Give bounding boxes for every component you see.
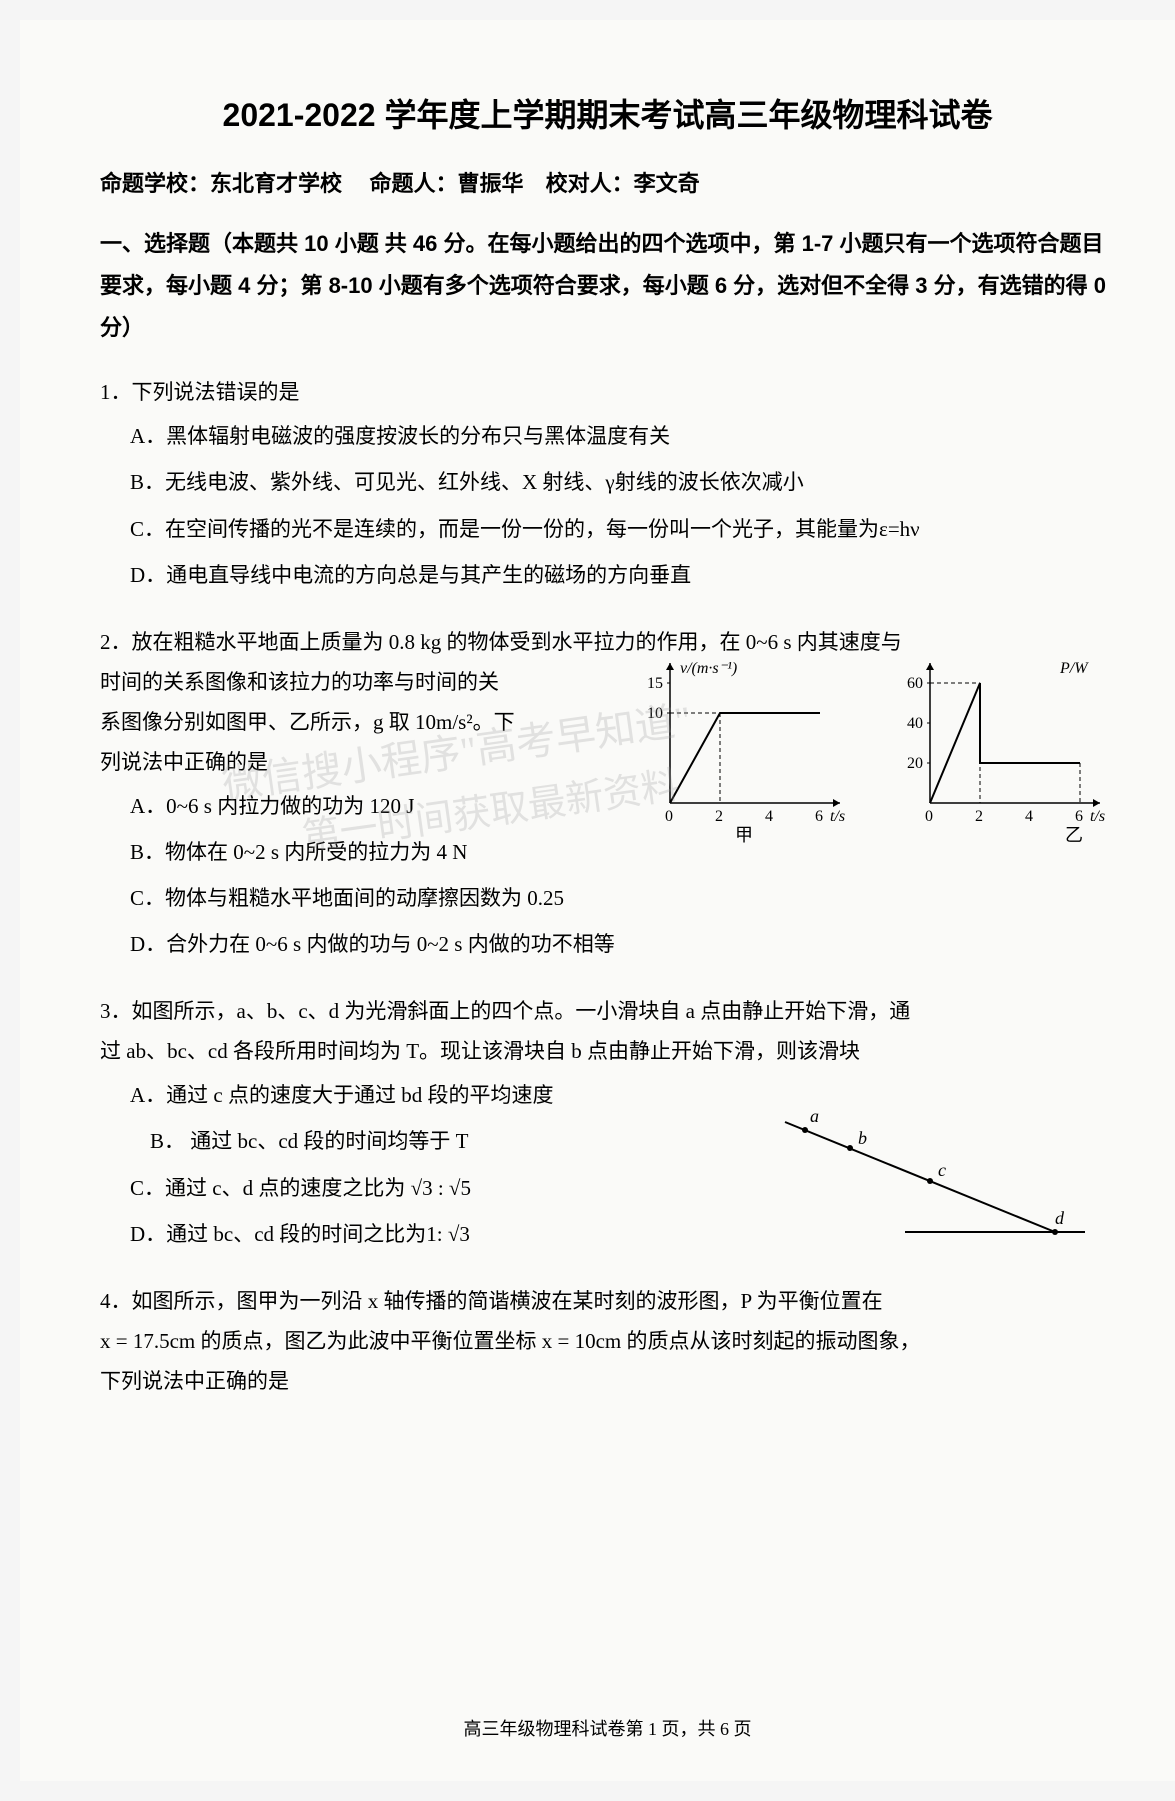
q2-option-c: C．物体与粗糙水平地面间的动摩擦因数为 0.25 xyxy=(100,875,1115,921)
xlabel-t1: t/s xyxy=(830,808,845,825)
pt-chart-svg: 20 40 60 0 2 4 6 P/W t/s xyxy=(895,653,1115,843)
q1-option-c: C．在空间传播的光不是连续的，而是一份一份的，每一份叫一个光子，其能量为ε=hν xyxy=(100,506,1115,552)
question-4: 4．如图所示，图甲为一列沿 x 轴传播的简谐横波在某时刻的波形图，P 为平衡位置… xyxy=(100,1282,1115,1402)
q4-stem-2: x = 17.5cm 的质点，图乙为此波中平衡位置坐标 x = 10cm 的质点… xyxy=(100,1322,1115,1362)
author-name: 曹振华 xyxy=(458,171,524,196)
q1-option-d: D．通电直导线中电流的方向总是与其产生的磁场的方向垂直 xyxy=(100,552,1115,598)
xtick-0: 0 xyxy=(665,808,673,825)
xtick-6: 6 xyxy=(815,808,823,825)
point-d-label: d xyxy=(1055,1208,1065,1228)
point-a-label: a xyxy=(810,1106,819,1126)
page-title: 2021-2022 学年度上学期期末考试高三年级物理科试卷 xyxy=(100,90,1115,136)
q2-stem-3: 系图像分别如图甲、乙所示，g 取 10m/s²。下 xyxy=(100,703,580,743)
q3-stem-2: 过 ab、bc、cd 各段所用时间均为 T。现让该滑块自 b 点由静止开始下滑，… xyxy=(100,1032,1115,1072)
q3-stem-1: 3．如图所示，a、b、c、d 为光滑斜面上的四个点。一小滑块自 a 点由静止开始… xyxy=(100,992,1115,1032)
reviewer-label: 校对人： xyxy=(546,171,634,196)
exam-page: 微信搜小程序"高考早知道" 第一时间获取最新资料 2021-2022 学年度上学… xyxy=(20,20,1175,1781)
q2-stem-4: 列说法中正确的是 xyxy=(100,743,580,783)
question-1: 1．下列说法错误的是 A．黑体辐射电磁波的强度按波长的分布只与黑体温度有关 B．… xyxy=(100,373,1115,598)
ytick-15: 15 xyxy=(647,675,663,692)
sublabel-jia: 甲 xyxy=(735,825,753,843)
xtick-2: 2 xyxy=(715,808,723,825)
section-instructions: 一、选择题（本题共 10 小题 共 46 分。在每小题给出的四个选项中，第 1-… xyxy=(100,223,1115,348)
point-b-label: b xyxy=(858,1128,867,1148)
xtick-6b: 6 xyxy=(1075,808,1083,825)
q4-stem-1: 4．如图所示，图甲为一列沿 x 轴传播的简谐横波在某时刻的波形图，P 为平衡位置… xyxy=(100,1282,1115,1322)
school-name: 东北育才学校 xyxy=(210,171,342,196)
meta-line: 命题学校：东北育才学校 命题人：曹振华 校对人：李文奇 xyxy=(100,166,1115,198)
chart-jia: 10 15 0 2 4 6 v/(m·s⁻¹) t/s 甲 xyxy=(635,653,855,848)
sublabel-yi: 乙 xyxy=(1065,825,1083,843)
ylabel-v: v/(m·s⁻¹) xyxy=(680,660,737,677)
point-c-label: c xyxy=(938,1160,946,1180)
author-label: 命题人： xyxy=(370,171,458,196)
q2-charts: 10 15 0 2 4 6 v/(m·s⁻¹) t/s 甲 xyxy=(635,653,1115,848)
q2-stem-2: 时间的关系图像和该拉力的功率与时间的关 xyxy=(100,663,580,703)
q1-stem: 1．下列说法错误的是 xyxy=(100,373,1115,413)
q2-option-d: D．合外力在 0~6 s 内做的功与 0~2 s 内做的功不相等 xyxy=(100,921,1115,967)
q1-option-a: A．黑体辐射电磁波的强度按波长的分布只与黑体温度有关 xyxy=(100,413,1115,459)
school-label: 命题学校： xyxy=(100,171,210,196)
chart-yi: 20 40 60 0 2 4 6 P/W t/s xyxy=(895,653,1115,848)
ytick-60: 60 xyxy=(907,675,923,692)
ytick-20: 20 xyxy=(907,755,923,772)
q4-stem-3: 下列说法中正确的是 xyxy=(100,1362,1115,1402)
xtick-4b: 4 xyxy=(1025,808,1033,825)
ytick-40: 40 xyxy=(907,715,923,732)
ylabel-p: P/W xyxy=(1059,660,1089,677)
q2-option-a: A．0~6 s 内拉力做的功为 120 J xyxy=(100,783,580,829)
q1-option-b: B．无线电波、紫外线、可见光、红外线、X 射线、γ射线的波长依次减小 xyxy=(100,459,1115,505)
xtick-4: 4 xyxy=(765,808,773,825)
page-footer: 高三年级物理科试卷第 1 页，共 6 页 xyxy=(20,1715,1175,1741)
q2-option-b: B．物体在 0~2 s 内所受的拉力为 4 N xyxy=(100,829,580,875)
xlabel-t2: t/s xyxy=(1090,808,1105,825)
xtick-2b: 2 xyxy=(975,808,983,825)
incline-diagram: a b c d xyxy=(755,1102,1095,1267)
question-2: 2．放在粗糙水平地面上质量为 0.8 kg 的物体受到水平拉力的作用，在 0~6… xyxy=(100,623,1115,967)
ytick-10: 10 xyxy=(647,705,663,722)
vt-chart-svg: 10 15 0 2 4 6 v/(m·s⁻¹) t/s 甲 xyxy=(635,653,855,843)
reviewer-name: 李文奇 xyxy=(634,171,700,196)
xtick-0b: 0 xyxy=(925,808,933,825)
incline-svg: a b c d xyxy=(755,1102,1095,1262)
question-3: 3．如图所示，a、b、c、d 为光滑斜面上的四个点。一小滑块自 a 点由静止开始… xyxy=(100,992,1115,1257)
